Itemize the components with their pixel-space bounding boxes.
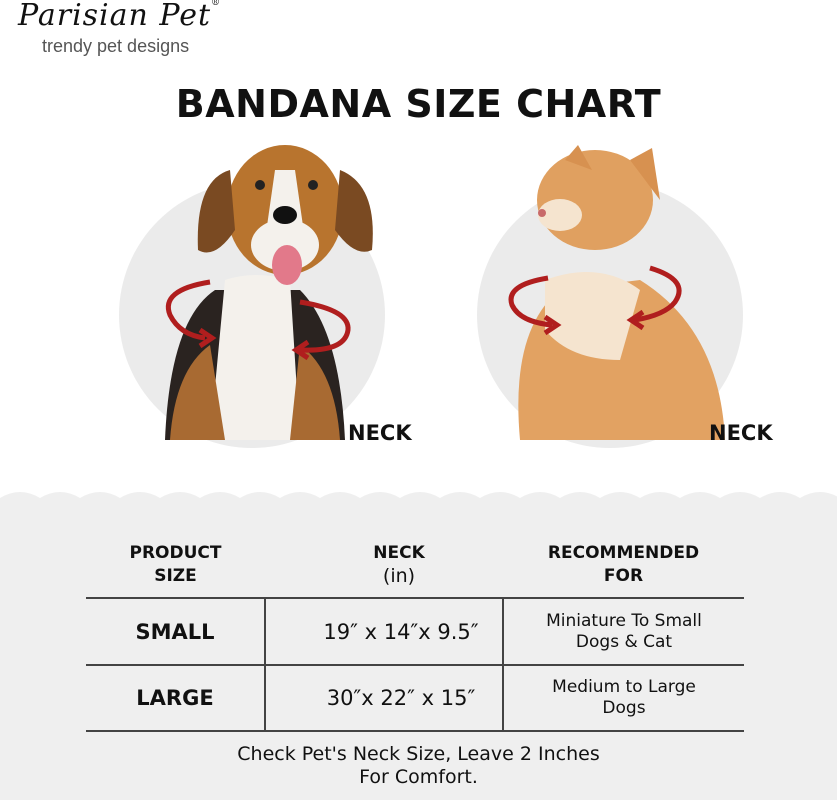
size-table-panel [0, 500, 837, 800]
table-divider [86, 664, 744, 666]
dog-illustration [119, 145, 385, 448]
table-divider [502, 598, 504, 731]
table-divider [86, 730, 744, 732]
cat-illustration [477, 145, 743, 448]
cat-neck-label: NECK [709, 421, 773, 445]
header-neck: NECK (in) [373, 543, 425, 587]
pet-illustrations [119, 145, 743, 448]
header-product-size: PRODUCT SIZE [129, 543, 222, 586]
table-divider [86, 597, 744, 599]
neck-arrows-cat [508, 265, 682, 336]
page-title: BANDANA SIZE CHART [175, 82, 662, 126]
brand-tagline: trendy pet designs [42, 36, 190, 56]
brand-logo: Parisian Pet® [18, 0, 222, 33]
sizing-note: Check Pet's Neck Size, Leave 2 Inches For… [237, 743, 600, 788]
table-divider [264, 598, 266, 731]
wavy-edge [0, 492, 837, 504]
dog-neck-label: NECK [348, 421, 412, 445]
neck-arrows-dog [166, 279, 351, 361]
header-recommended: RECOMMENDED FOR [547, 543, 700, 586]
